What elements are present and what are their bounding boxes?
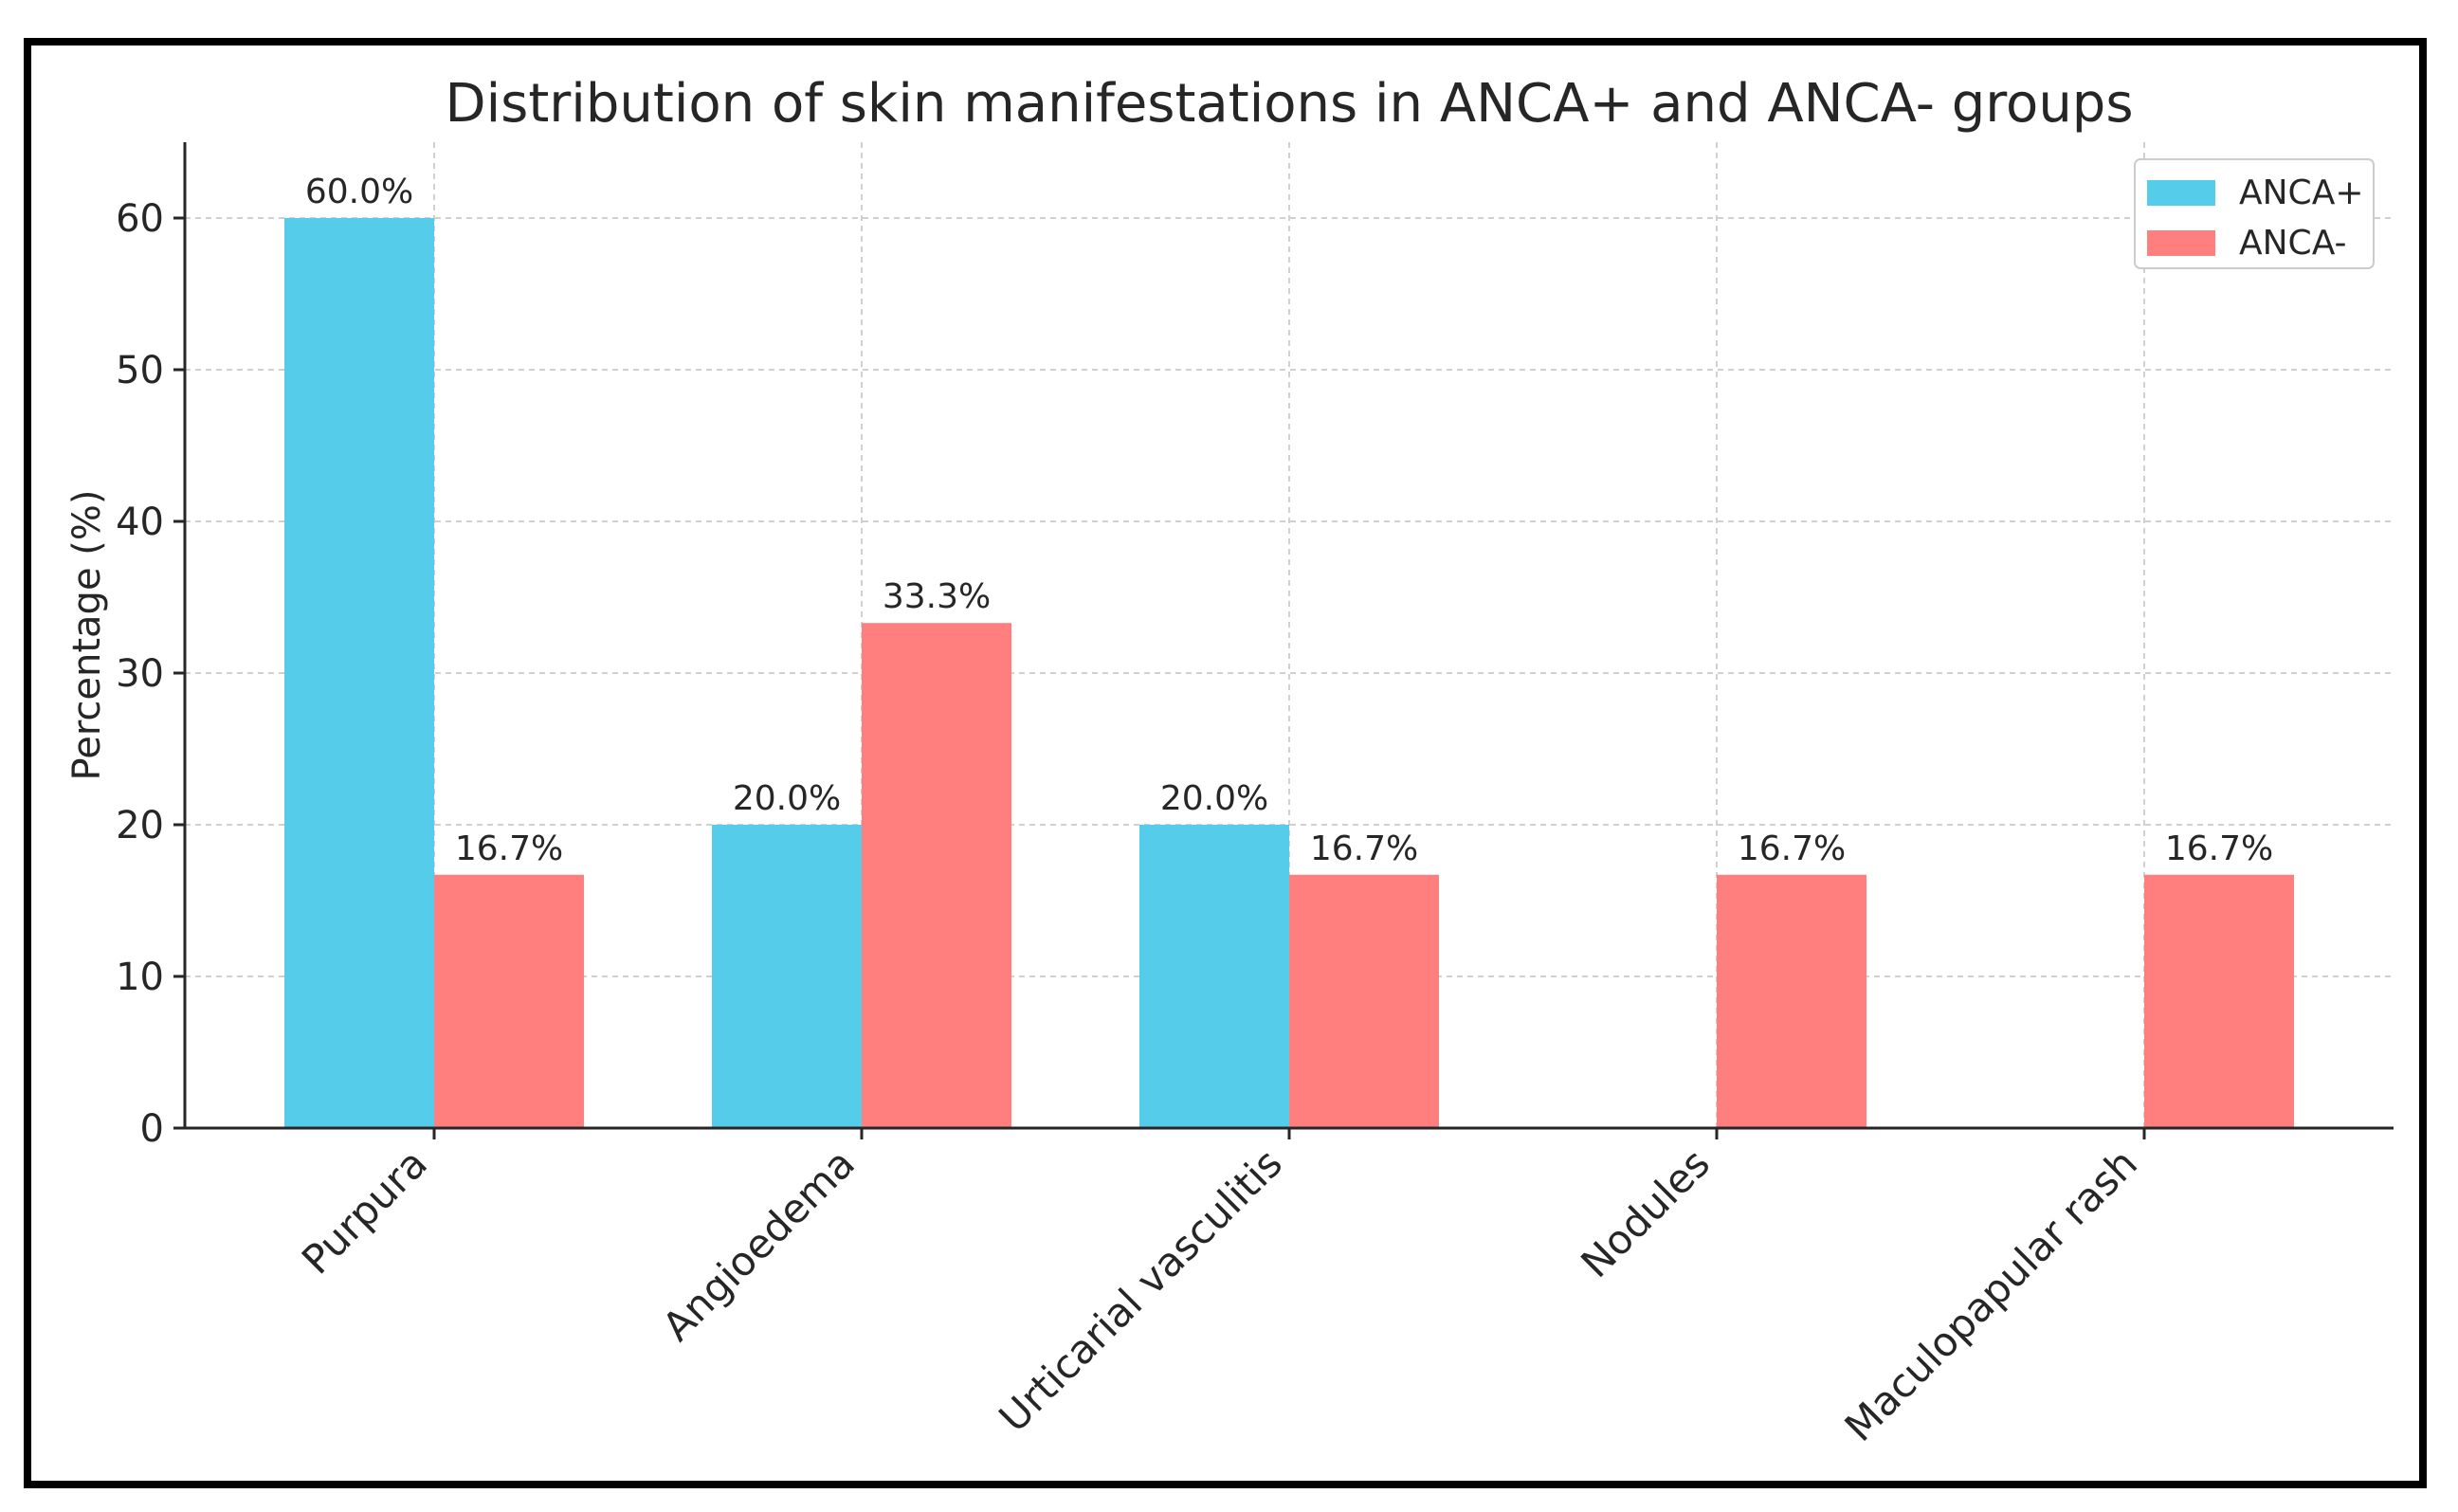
bar-anca-pos [712,825,862,1128]
legend: ANCA+ ANCA- [2134,158,2375,269]
x-tick-label: Purpura [293,1139,436,1283]
bar-anca-neg [1717,874,1866,1128]
y-axis-label: Percentage (%) [65,490,109,781]
legend-label: ANCA- [2239,224,2347,263]
y-tick-label: 50 [116,349,164,392]
bar-value-label: 16.7% [2165,829,2273,868]
y-tick-label: 10 [116,956,164,999]
y-tick-label: 30 [116,652,164,696]
chart-title: Distribution of skin manifestations in A… [445,73,2133,135]
legend-swatch [2147,180,2215,206]
bar-anca-pos [1139,825,1289,1128]
bar-anca-neg [862,623,1011,1128]
bar-anca-neg [434,874,584,1128]
bars: 60.0% 20.0% 20.0% 16.7% 33.3% 16.7% 16.7% 16.7% [284,173,2294,1128]
x-tick-label: Nodules [1572,1139,1719,1286]
legend-swatch [2147,230,2215,256]
legend-label: ANCA+ [2239,173,2363,212]
bar-value-label: 20.0% [1160,779,1268,818]
bar-value-label: 33.3% [883,577,991,616]
bar-value-label: 16.7% [455,829,563,868]
y-tick-label: 0 [140,1107,164,1151]
x-tick-label: Urticarial vasculitis [990,1139,1291,1441]
bar-value-label: 60.0% [305,173,413,211]
bar-anca-neg [2144,874,2294,1128]
bar-anca-neg [1289,874,1439,1128]
x-tick-label: Maculopapular rash [1835,1139,2146,1450]
y-tick-label: 20 [116,804,164,847]
bar-value-label: 16.7% [1310,829,1418,868]
bar-value-label: 16.7% [1738,829,1846,868]
bar-anca-pos [284,218,434,1128]
x-tick-label: Angioedema [653,1139,864,1350]
y-tick-label: 40 [116,501,164,544]
y-tick-label: 60 [116,197,164,241]
bar-value-label: 20.0% [733,779,841,818]
